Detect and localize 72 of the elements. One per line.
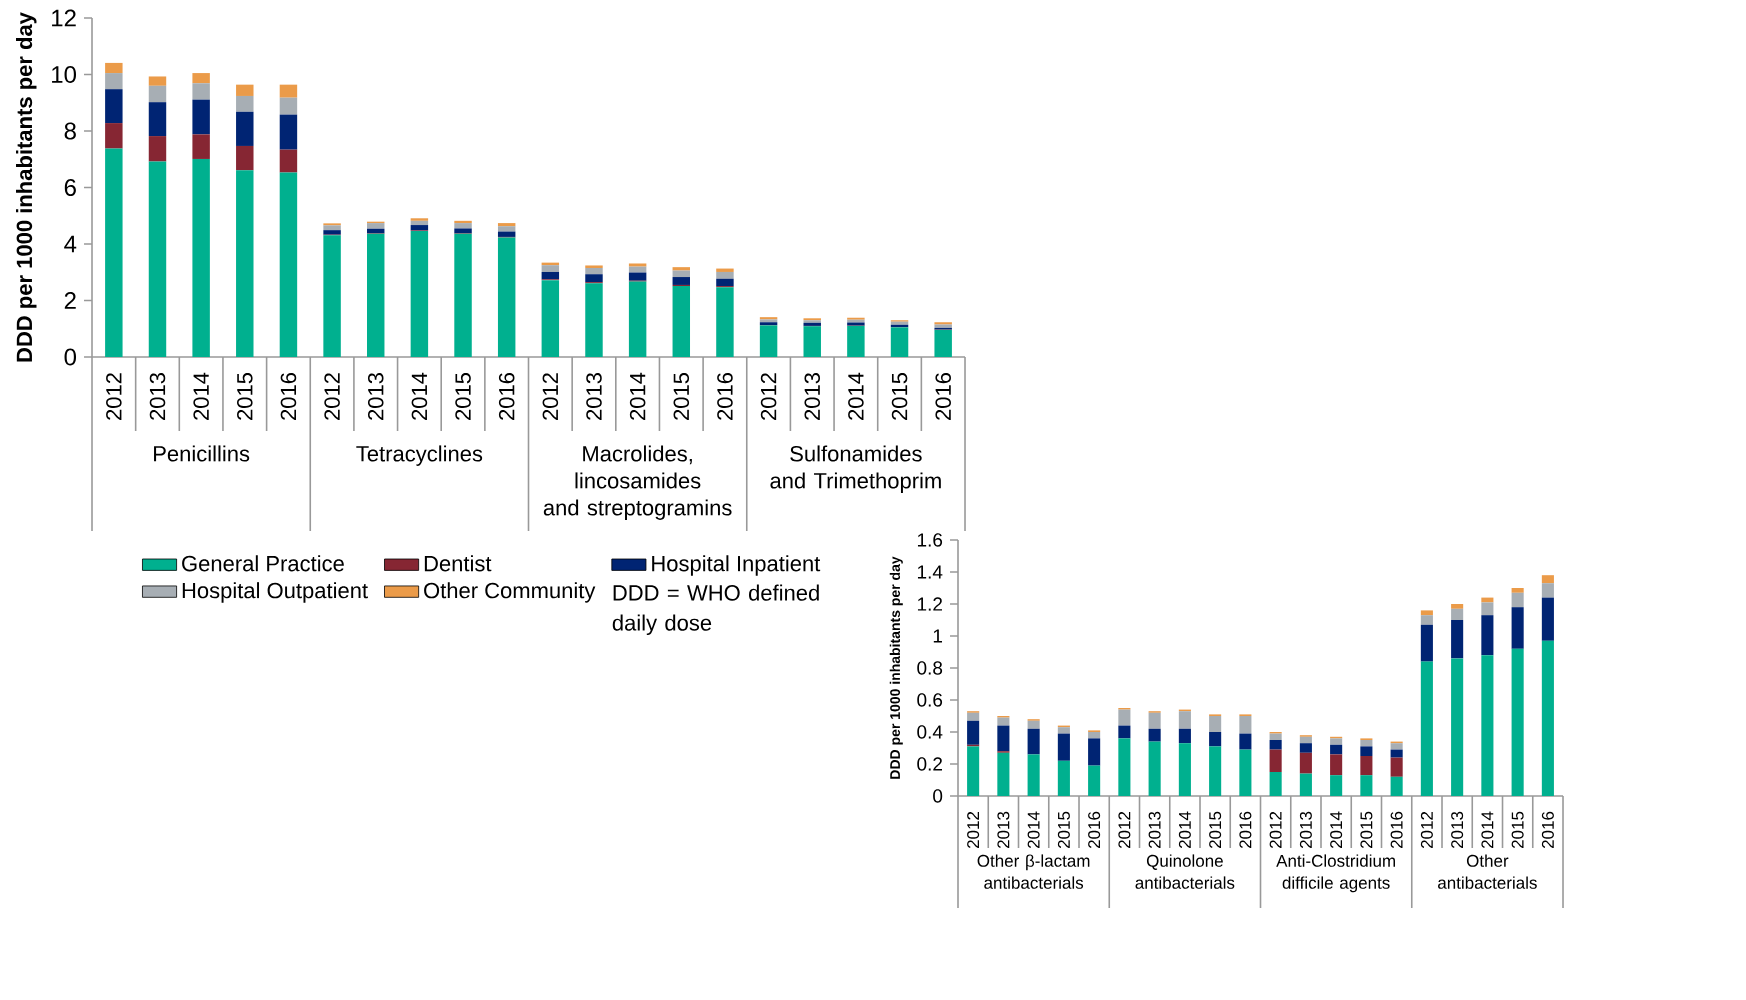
- x-tick-label: 2012: [324, 373, 340, 420]
- x-tick-label: 2012: [1118, 811, 1131, 849]
- text: Quinolone antibacterials: [1135, 854, 1235, 889]
- y-tick-label: 10: [52, 66, 77, 83]
- legend-label: Hospital Outpatient: [182, 582, 368, 603]
- text: Other β-lactam antibacterials: [977, 854, 1090, 889]
- x-tick-label: 2012: [1420, 811, 1433, 849]
- x-tick-label: 2016: [280, 373, 297, 420]
- y-tick-label: 1.6: [917, 533, 943, 547]
- x-tick-label: 2014: [411, 372, 428, 420]
- x-tick-label: 2016: [1088, 811, 1101, 849]
- legend-label: General Practice: [182, 555, 344, 572]
- x-tick-label: 2012: [760, 373, 777, 420]
- x-tick-label: 2015: [1360, 811, 1373, 849]
- x-tick-label: 2013: [149, 373, 166, 420]
- y-tick-label: 0.6: [917, 693, 943, 707]
- x-tick-label: 2016: [935, 373, 951, 420]
- x-tick-label: 2015: [1511, 811, 1524, 849]
- x-tick-label: 2015: [1057, 811, 1070, 849]
- legend-label: Other Community: [424, 582, 596, 603]
- y-tick-label: 0: [64, 348, 77, 366]
- x-tick-label: 2013: [1299, 811, 1312, 849]
- y-axis-title: DDD per 1000 inhabitants per day: [16, 12, 37, 362]
- x-tick-label: 2016: [1541, 811, 1554, 849]
- x-tick-label: 2013: [997, 811, 1010, 849]
- x-tick-label: 2012: [106, 373, 122, 420]
- x-tick-label: 2012: [967, 811, 980, 849]
- x-tick-label: 2014: [1481, 811, 1494, 849]
- x-tick-label: 2014: [1330, 811, 1343, 849]
- y-tick-label: 0: [933, 789, 943, 803]
- text: Tetracyclines: [356, 445, 483, 466]
- y-tick-label: 2: [64, 292, 76, 309]
- x-tick-label: 2013: [1148, 811, 1161, 849]
- y-tick-label: 8: [64, 122, 76, 140]
- text: Other antibacterials: [1438, 854, 1537, 889]
- x-tick-label: 2012: [1269, 811, 1282, 849]
- text: Penicillins: [154, 445, 250, 462]
- x-tick-label: 2015: [1209, 811, 1222, 849]
- x-tick-label: 2014: [1178, 811, 1191, 849]
- x-tick-label: 2013: [1451, 811, 1464, 849]
- text: Macrolides, lincosamides and streptogramins: [543, 445, 732, 520]
- y-axis-title: DDD per 1000 inhabitants per day: [889, 556, 903, 779]
- x-tick-label: 2016: [1239, 811, 1252, 849]
- x-tick-label: 2014: [1027, 811, 1040, 849]
- text: Sulfonamides and Trimethoprim: [770, 445, 941, 493]
- x-tick-label: 2014: [193, 372, 209, 420]
- x-tick-label: 2012: [542, 373, 559, 420]
- x-tick-label: 2014: [629, 372, 646, 420]
- y-tick-label: 1.2: [917, 597, 942, 611]
- x-tick-label: 2013: [804, 373, 821, 420]
- x-tick-label: 2016: [498, 373, 515, 420]
- legend-label: Hospital Inpatient: [652, 555, 821, 576]
- text: DDD = WHO defined daily dose: [612, 584, 819, 635]
- legend-label: Dentist: [424, 555, 492, 572]
- x-tick-label: 2013: [586, 373, 602, 420]
- x-tick-label: 2015: [673, 373, 690, 420]
- y-tick-label: 1.4: [917, 565, 943, 579]
- y-tick-label: 4: [64, 235, 77, 253]
- x-tick-label: 2015: [237, 373, 253, 420]
- y-tick-label: 1: [933, 629, 942, 643]
- y-tick-label: 0.4: [917, 725, 943, 739]
- x-tick-label: 2015: [891, 373, 908, 420]
- x-tick-label: 2015: [455, 373, 471, 420]
- x-tick-label: 2016: [717, 373, 733, 420]
- x-tick-label: 2016: [1390, 811, 1403, 849]
- x-tick-label: 2013: [367, 373, 384, 420]
- text: Anti-Clostridium difficile agents: [1276, 854, 1395, 893]
- y-tick-label: 0.2: [917, 757, 942, 771]
- x-tick-label: 2014: [848, 372, 864, 420]
- y-tick-label: 6: [64, 179, 76, 196]
- y-tick-label: 12: [52, 9, 76, 27]
- y-tick-label: 0.8: [917, 661, 943, 675]
